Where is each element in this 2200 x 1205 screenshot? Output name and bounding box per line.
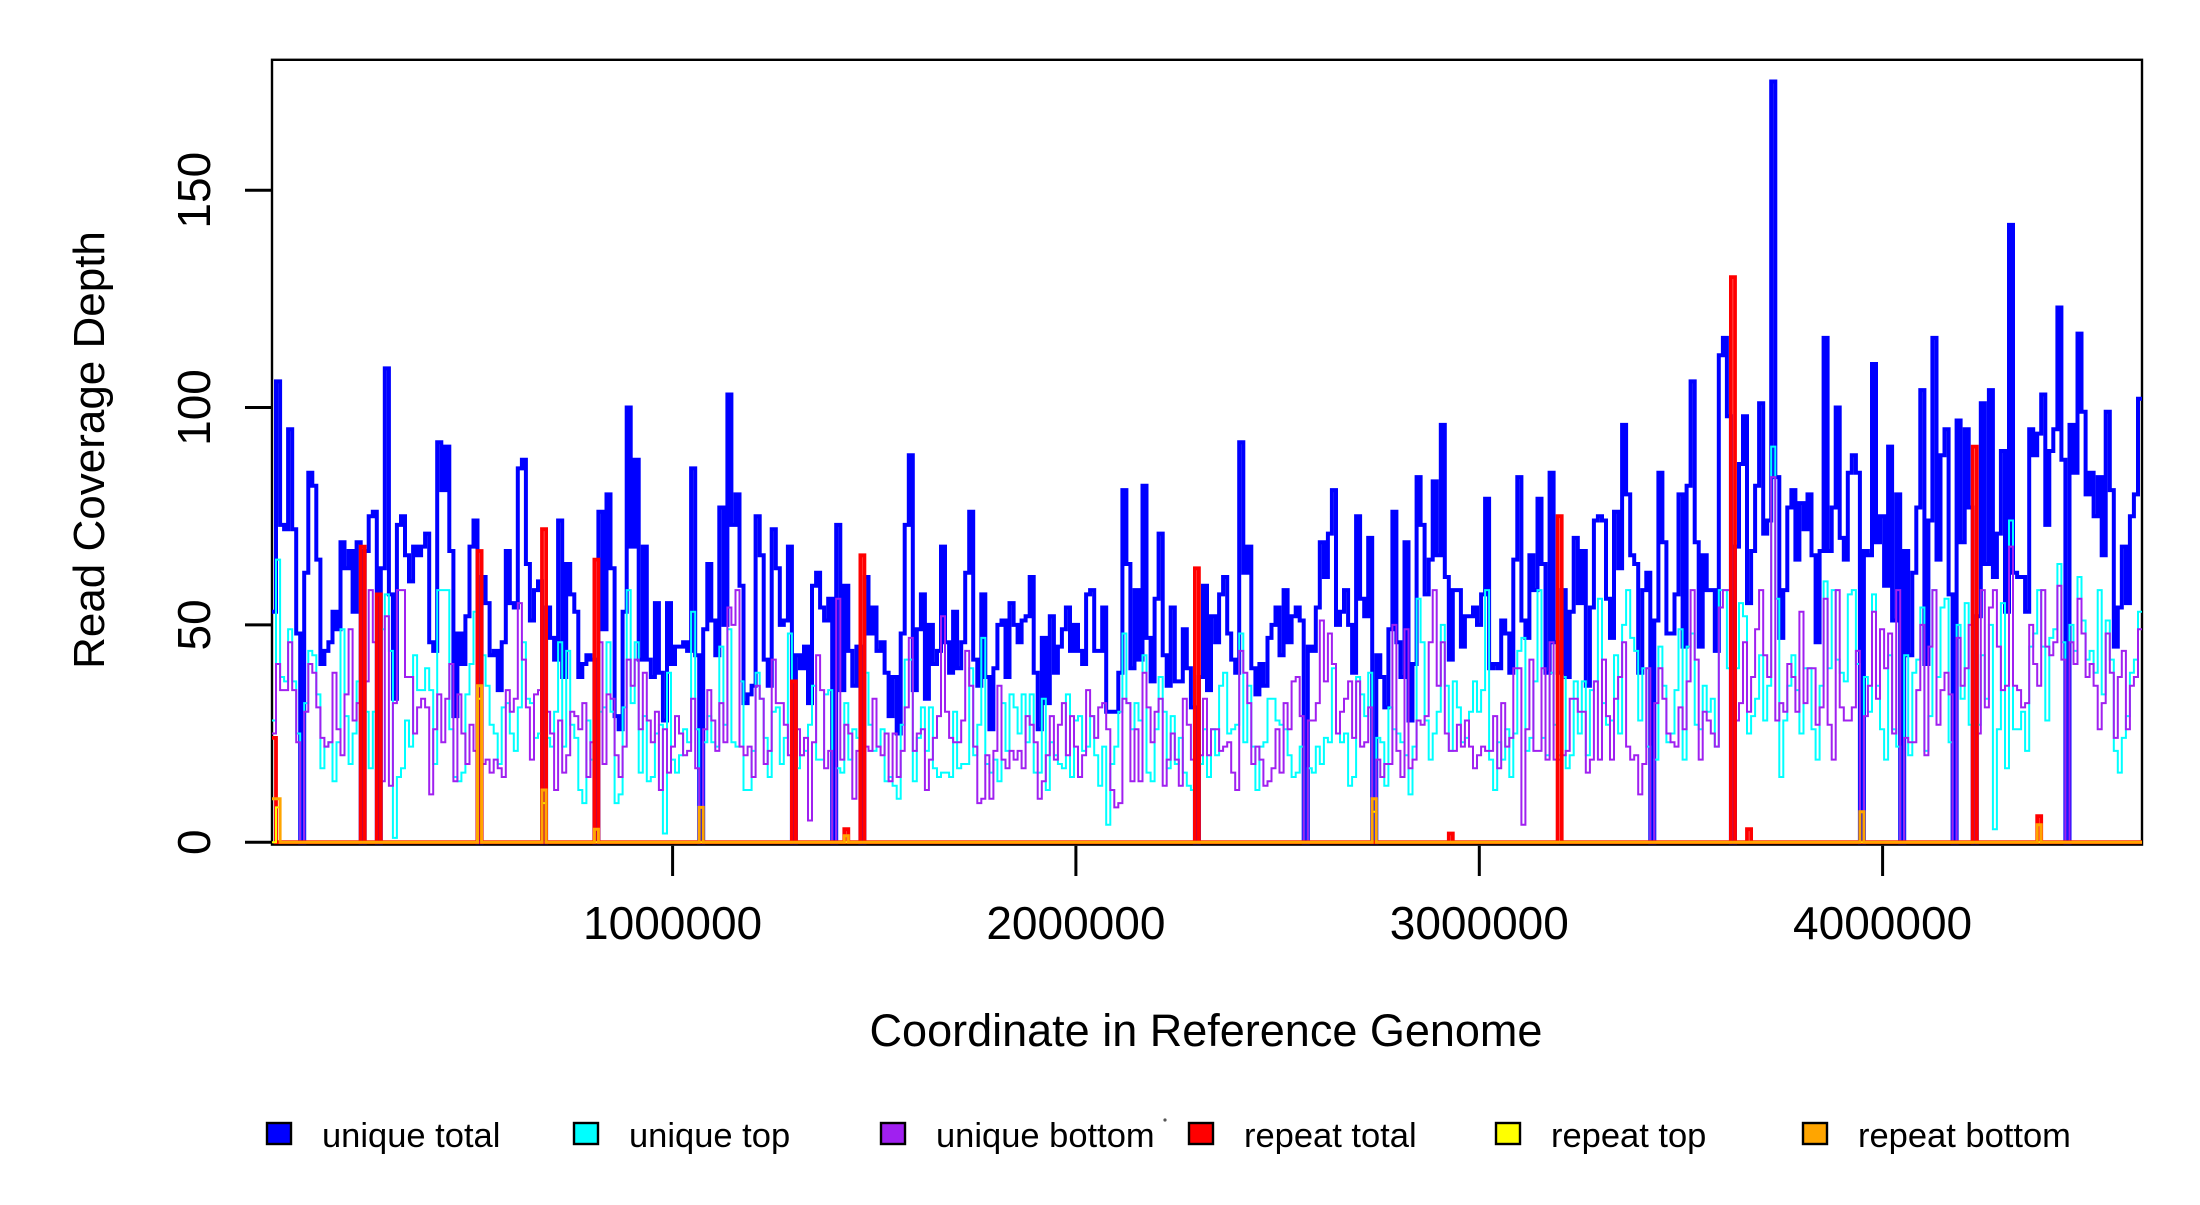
svg-text:unique bottom: unique bottom xyxy=(936,1117,1155,1155)
svg-text:100: 100 xyxy=(168,369,220,446)
svg-text:unique top: unique top xyxy=(629,1117,790,1155)
svg-text:1000000: 1000000 xyxy=(583,897,762,949)
svg-text:repeat bottom: repeat bottom xyxy=(1858,1117,2071,1155)
svg-text:Coordinate in Reference Genome: Coordinate in Reference Genome xyxy=(870,1005,1543,1056)
svg-text:repeat total: repeat total xyxy=(1244,1117,1417,1155)
svg-text:3000000: 3000000 xyxy=(1390,897,1569,949)
svg-text:4000000: 4000000 xyxy=(1793,897,1972,949)
svg-text:repeat top: repeat top xyxy=(1551,1117,1706,1155)
svg-text:50: 50 xyxy=(168,599,220,650)
svg-text:150: 150 xyxy=(168,152,220,229)
svg-text:unique total: unique total xyxy=(322,1117,500,1155)
svg-text:Read Coverage Depth: Read Coverage Depth xyxy=(65,231,114,669)
svg-text:0: 0 xyxy=(168,829,220,855)
svg-text:2000000: 2000000 xyxy=(986,897,1165,949)
